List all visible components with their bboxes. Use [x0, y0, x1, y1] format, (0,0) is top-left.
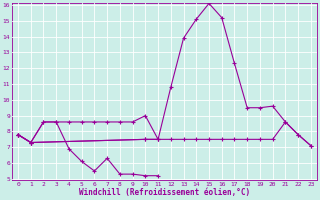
- X-axis label: Windchill (Refroidissement éolien,°C): Windchill (Refroidissement éolien,°C): [79, 188, 250, 197]
